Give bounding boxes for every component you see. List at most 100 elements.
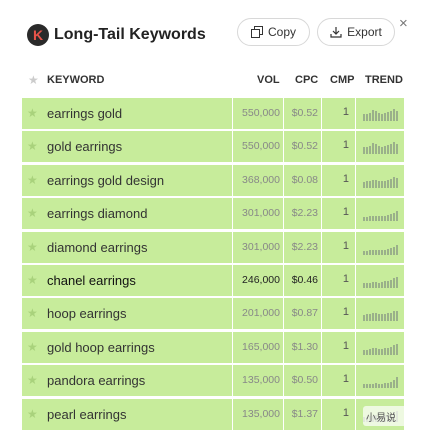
volume-cell: 368,000	[233, 164, 283, 196]
volume-cell: 550,000	[233, 131, 283, 163]
star-icon[interactable]: ★	[27, 339, 38, 354]
trend-bar	[366, 349, 368, 355]
trend-sparkline[interactable]	[363, 142, 399, 155]
keyword-text[interactable]: gold earrings	[47, 139, 123, 155]
star-icon[interactable]: ★	[27, 139, 38, 154]
trend-bar	[369, 384, 371, 389]
trend-bar	[384, 347, 386, 355]
export-button[interactable]: Export	[317, 18, 395, 46]
volume-value: 201,000	[242, 307, 280, 320]
keyword-cell: ★ chanel earrings	[22, 264, 232, 296]
volume-value: 550,000	[242, 107, 280, 119]
trend-bar	[372, 216, 374, 222]
star-icon[interactable]: ★	[27, 239, 38, 254]
cmp-value: 1	[342, 172, 349, 185]
cpc-cell: $0.50	[284, 365, 321, 397]
close-icon[interactable]: ×	[399, 15, 408, 32]
cmp-cell: 1	[322, 331, 355, 363]
star-icon[interactable]: ★	[27, 272, 38, 287]
cpc-value: $2.23	[291, 240, 318, 253]
copy-button[interactable]: Copy	[237, 18, 310, 46]
trend-bar	[366, 282, 368, 288]
cmp-value: 1	[342, 306, 349, 319]
cmp-cell: 1	[322, 131, 355, 163]
cpc-cell: $0.52	[284, 98, 321, 129]
trend-bar	[381, 314, 383, 322]
cpc-cell: $1.37	[284, 398, 321, 430]
trend-bar	[378, 314, 380, 322]
header-cmp[interactable]: CMP	[330, 74, 355, 86]
keywords-everywhere-logo: K	[27, 24, 49, 46]
trend-bar	[363, 181, 365, 188]
keyword-text[interactable]: diamond earrings	[47, 239, 148, 255]
export-button-label: Export	[347, 25, 382, 39]
trend-sparkline[interactable]	[363, 309, 399, 322]
trend-bar	[375, 281, 377, 288]
trend-bar	[396, 244, 398, 255]
star-icon[interactable]: ★	[27, 306, 38, 321]
trend-bar	[387, 347, 389, 355]
volume-value: 135,000	[242, 407, 280, 420]
volume-cell: 550,000	[233, 98, 283, 129]
trend-bar	[375, 179, 377, 188]
header-vol[interactable]: VOL	[257, 74, 280, 86]
trend-sparkline[interactable]	[363, 209, 399, 222]
keyword-text[interactable]: earrings gold	[47, 106, 123, 121]
keyword-text[interactable]: pearl earrings	[47, 406, 127, 422]
cpc-value: $0.08	[291, 173, 318, 186]
trend-sparkline[interactable]	[363, 243, 399, 255]
trend-bar	[366, 384, 368, 389]
trend-sparkline[interactable]	[363, 276, 399, 288]
trend-bar	[396, 311, 398, 322]
trend-bar	[363, 217, 365, 222]
cpc-value: $0.52	[291, 140, 318, 153]
star-icon[interactable]: ★	[27, 406, 38, 421]
trend-bar	[384, 314, 386, 322]
star-icon[interactable]: ★	[27, 373, 38, 388]
cpc-value: $1.37	[291, 407, 318, 420]
trend-bar	[375, 383, 377, 389]
cpc-value: $0.50	[291, 374, 318, 387]
cpc-value: $0.46	[291, 273, 318, 286]
trend-sparkline[interactable]	[363, 109, 399, 121]
volume-value: 301,000	[242, 240, 280, 253]
trend-cell	[356, 198, 404, 230]
trend-bar	[384, 383, 386, 389]
trend-bar	[387, 215, 389, 222]
star-icon[interactable]: ★	[27, 172, 38, 187]
cpc-cell: $0.46	[284, 264, 321, 296]
star-icon[interactable]: ★	[27, 206, 38, 221]
keyword-text[interactable]: chanel earrings	[47, 272, 136, 288]
table-header: ★ KEYWORD VOL CPC CMP TREND	[22, 66, 412, 94]
keyword-cell: ★ diamond earrings	[22, 231, 232, 263]
trend-sparkline[interactable]	[363, 176, 399, 188]
keyword-text[interactable]: hoop earrings	[47, 306, 127, 322]
trend-bar	[396, 377, 398, 389]
cmp-value: 1	[342, 106, 349, 118]
trend-bar	[378, 249, 380, 255]
trend-sparkline[interactable]	[363, 343, 399, 355]
header-star-icon[interactable]: ★	[28, 73, 39, 87]
star-icon[interactable]: ★	[27, 106, 38, 120]
cmp-value: 1	[342, 239, 349, 252]
trend-sparkline[interactable]	[363, 376, 399, 389]
cmp-value: 1	[342, 139, 349, 152]
trend-bar	[396, 211, 398, 222]
trend-bar	[390, 214, 392, 222]
trend-bar	[369, 146, 371, 155]
header-cpc[interactable]: CPC	[295, 74, 319, 86]
trend-bar	[375, 144, 377, 155]
panel-header: K Long-Tail Keywords Copy Export ×	[0, 0, 433, 66]
volume-value: 368,000	[242, 173, 280, 186]
keyword-text[interactable]: earrings gold design	[47, 172, 165, 188]
trend-bar	[393, 213, 395, 222]
keyword-text[interactable]: earrings diamond	[47, 206, 148, 222]
table-row: ★ chanel earrings 246,000 $0.46 1	[22, 264, 412, 298]
header-keyword[interactable]: KEYWORD	[47, 74, 105, 86]
keyword-text[interactable]: pandora earrings	[47, 373, 146, 389]
keyword-text[interactable]: gold hoop earrings	[47, 339, 155, 355]
cpc-cell: $0.87	[284, 298, 321, 330]
cmp-value: 1	[342, 339, 349, 352]
panel-title: Long-Tail Keywords	[54, 26, 206, 43]
keyword-cell: ★ pandora earrings	[22, 365, 232, 397]
